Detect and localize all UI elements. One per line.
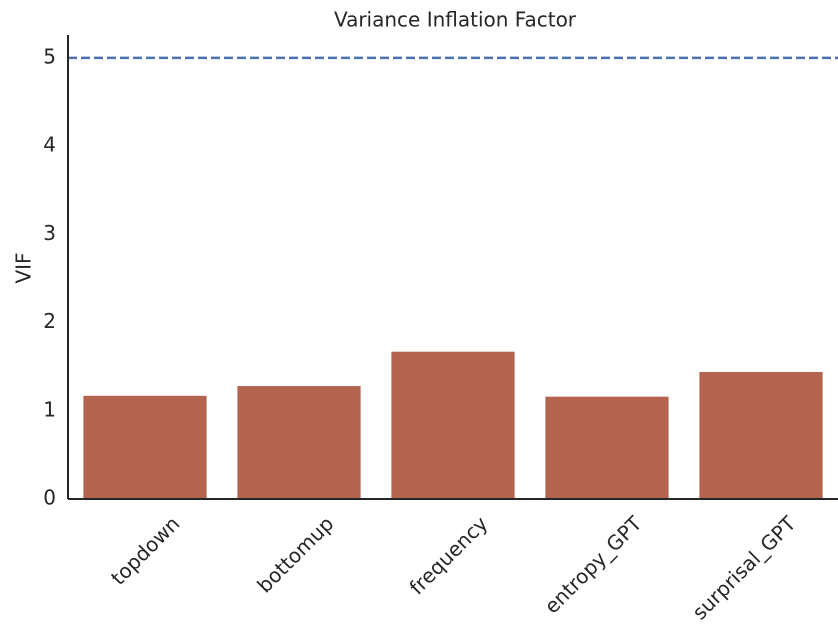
bar [545, 396, 669, 499]
y-tick-label: 0 [43, 486, 56, 510]
x-tick-label: bottomup [252, 511, 338, 597]
x-tick-label: frequency [405, 511, 493, 599]
y-tick-label: 4 [43, 133, 56, 157]
y-tick-label: 1 [43, 397, 56, 421]
y-tick-label: 5 [43, 44, 56, 68]
bar [391, 351, 515, 499]
x-tick-label: entropy_GPT [540, 511, 647, 618]
x-tick-label: surprisal_GPT [687, 511, 801, 625]
bar [237, 386, 361, 499]
bar [699, 371, 823, 499]
chart-title: Variance Inflation Factor [334, 8, 577, 32]
y-tick-label: 3 [43, 221, 56, 245]
bar [83, 395, 207, 499]
y-tick-label: 2 [43, 309, 56, 333]
x-tick-label: topdown [106, 511, 184, 589]
y-axis-label: VIF [12, 252, 36, 283]
